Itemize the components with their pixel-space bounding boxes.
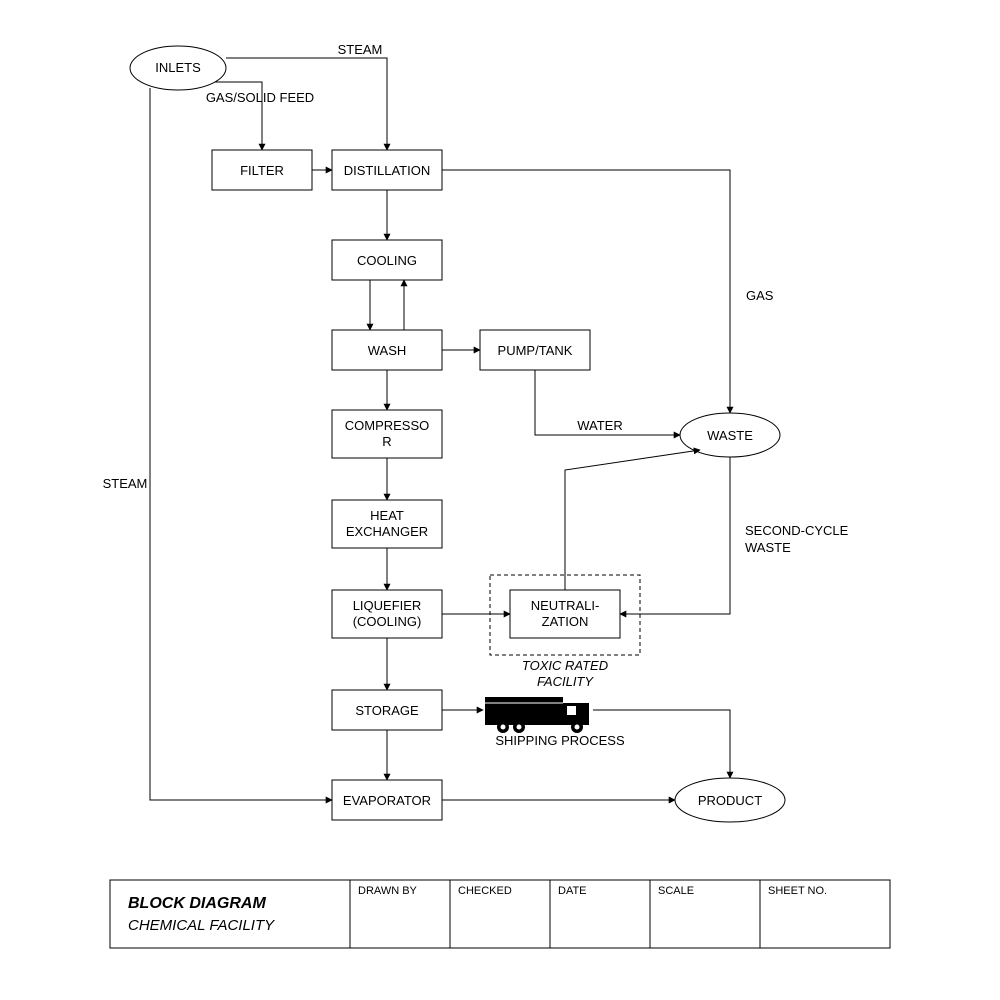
node-heatex-label-1: HEAT xyxy=(370,508,404,523)
node-compressor-label-2: R xyxy=(382,434,391,449)
edge-dist-waste xyxy=(442,170,730,413)
node-liquefier-label-1: LIQUEFIER xyxy=(353,598,422,613)
tb-col-date: DATE xyxy=(558,885,587,897)
edge-waste-neu xyxy=(620,457,730,614)
edge-neu-waste xyxy=(565,450,700,590)
node-compressor-label-1: COMPRESSO xyxy=(345,418,430,433)
toxic-label-1: TOXIC RATED xyxy=(522,658,608,673)
toxic-label-2: FACILITY xyxy=(537,674,594,689)
node-storage-label: STORAGE xyxy=(355,703,419,718)
edge-water-label: WATER xyxy=(577,418,623,433)
node-pumptank-label: PUMP/TANK xyxy=(498,343,573,358)
titleblock-title: BLOCK DIAGRAM xyxy=(128,895,266,912)
tb-col-sheet: SHEET NO. xyxy=(768,885,827,897)
edge-gas-label: GAS xyxy=(746,288,774,303)
node-evaporator-label: EVAPORATOR xyxy=(343,793,431,808)
node-filter-label: FILTER xyxy=(240,163,284,178)
node-distillation-label: DISTILLATION xyxy=(344,163,430,178)
node-wash-label: WASH xyxy=(368,343,407,358)
node-cooling-label: COOLING xyxy=(357,253,417,268)
edge-steam-top-label: STEAM xyxy=(338,42,383,57)
edge-secondcycle-1: SECOND-CYCLE xyxy=(745,523,849,538)
node-heatex-label-2: EXCHANGER xyxy=(346,524,428,539)
node-neutral-label-2: ZATION xyxy=(542,614,589,629)
node-waste-label: WASTE xyxy=(707,428,753,443)
node-inlets-label: INLETS xyxy=(155,60,201,75)
truck-icon xyxy=(485,697,589,733)
tb-col-scale: SCALE xyxy=(658,885,694,897)
tb-col-drawn: DRAWN BY xyxy=(358,885,418,897)
edge-steam-left xyxy=(150,88,332,800)
edge-secondcycle-2: WASTE xyxy=(745,540,791,555)
tb-col-checked: CHECKED xyxy=(458,885,512,897)
titleblock-subtitle: CHEMICAL FACILITY xyxy=(128,917,275,934)
edge-steam-left-label: STEAM xyxy=(103,476,148,491)
titleblock: BLOCK DIAGRAM CHEMICAL FACILITY DRAWN BY… xyxy=(110,880,890,948)
shipping-label: SHIPPING PROCESS xyxy=(495,733,625,748)
node-product-label: PRODUCT xyxy=(698,793,762,808)
node-liquefier-label-2: (COOLING) xyxy=(353,614,422,629)
edge-gassolid-label: GAS/SOLID FEED xyxy=(206,90,314,105)
node-neutral-label-1: NEUTRALI- xyxy=(531,598,600,613)
